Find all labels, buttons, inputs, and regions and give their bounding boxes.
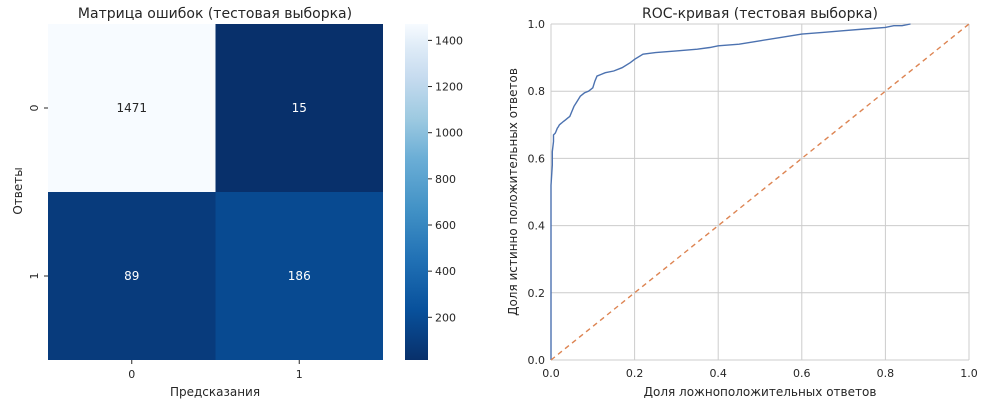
heatmap-cell: [215, 192, 383, 360]
roc-x-tick-label: 1.0: [960, 367, 978, 380]
roc-x-tick-label: 0.8: [877, 367, 895, 380]
roc-y-tick-label: 0.8: [528, 85, 546, 98]
roc-plot-area: [551, 24, 969, 360]
roc-curve-line: [550, 23, 911, 360]
roc-y-tick-label: 0.6: [528, 152, 546, 165]
roc-x-tick-label: 0.6: [793, 367, 811, 380]
roc-y-tick-label: 0.2: [528, 287, 546, 300]
roc-y-tick-label: 0.0: [528, 354, 546, 367]
roc-title: ROC-кривая (тестовая выборка): [642, 6, 878, 22]
heatmap-cell-label: 89: [124, 269, 139, 283]
heatmap-y-tick-label: 0: [28, 105, 41, 112]
heatmap-title: Матрица ошибок (тестовая выборка): [78, 6, 352, 22]
heatmap-x-label: Предсказания: [170, 385, 260, 399]
roc-y-label: Доля истинно положительных ответов: [506, 68, 520, 316]
roc-x-tick-label: 0.0: [542, 367, 560, 380]
heatmap-y-ticks: 01: [28, 105, 48, 280]
heatmap-cell-label: 15: [292, 101, 307, 115]
heatmap-cell: [48, 24, 216, 192]
colorbar-tick-label: 400: [435, 265, 456, 278]
colorbar-tick-label: 1000: [435, 127, 463, 140]
heatmap-cell: [48, 192, 216, 360]
roc-y-tick-label: 0.4: [528, 220, 546, 233]
heatmap-x-tick-label: 0: [128, 368, 135, 381]
colorbar-tick-label: 1200: [435, 81, 463, 94]
colorbar-tick-label: 600: [435, 219, 456, 232]
roc-x-label: Доля ложноположительных ответов: [644, 385, 877, 399]
colorbar: [405, 24, 428, 360]
roc-grid: [550, 23, 970, 361]
heatmap-y-label: Ответы: [11, 167, 25, 214]
colorbar-tick-label: 200: [435, 311, 456, 324]
heatmap-y-tick-label: 1: [28, 273, 41, 280]
roc-x-tick-label: 0.2: [626, 367, 644, 380]
roc-x-ticks: 0.0 0.2 0.4 0.6 0.8 1.0: [542, 367, 978, 380]
roc-series: [550, 23, 970, 361]
roc-x-tick-label: 0.4: [709, 367, 727, 380]
colorbar-ticks: 200 400 600 800 1000 1200 1400: [428, 34, 463, 324]
colorbar-tick-label: 1400: [435, 34, 463, 47]
heatmap-cell: [215, 24, 383, 192]
roc-y-ticks: 0.0 0.2 0.4 0.6 0.8 1.0: [528, 18, 546, 367]
heatmap-cell-label: 186: [288, 269, 311, 283]
heatmap-x-tick-label: 1: [296, 368, 303, 381]
colorbar-tick-label: 800: [435, 173, 456, 186]
heatmap-plot: 1471 15 89 186: [48, 24, 383, 360]
heatmap-cell-label: 1471: [116, 101, 147, 115]
roc-y-tick-label: 1.0: [528, 18, 546, 31]
